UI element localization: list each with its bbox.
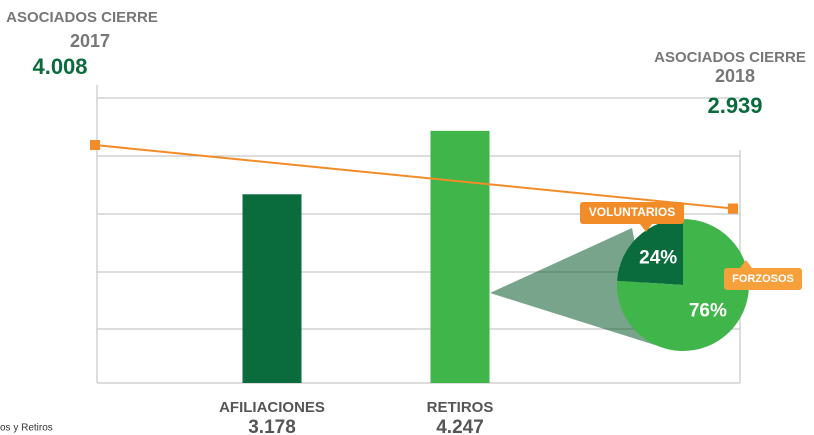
- line-layer: [90, 140, 738, 214]
- callout: [724, 268, 802, 290]
- bar: [242, 194, 302, 383]
- pie-slice: [617, 219, 749, 351]
- line-label-left: ASOCIADOS CIERRE: [6, 9, 158, 26]
- callout-pointer: [640, 224, 652, 232]
- value-label: 3.178: [248, 417, 296, 435]
- pie-category-label: FORZOSOS: [732, 273, 794, 285]
- x-tick-label: AFILIACIONES: [219, 399, 325, 416]
- x-tick-label: RETIROS: [427, 399, 494, 416]
- value-label: 4.247: [436, 417, 484, 435]
- pie: 24% 76%: [617, 219, 749, 351]
- pie-value-label: 24%: [639, 248, 677, 269]
- callout-pointer: [740, 260, 752, 268]
- line: [94, 144, 734, 210]
- value-right: 2.939: [707, 93, 762, 118]
- callout: [580, 202, 684, 224]
- zoom-wedge: [490, 228, 655, 345]
- caption: os y Retiros: [0, 423, 53, 434]
- line-marker: [90, 140, 100, 151]
- pie-value-label: 76%: [689, 300, 727, 321]
- year-right: 2018: [715, 66, 755, 86]
- pie-category-label: VOLUNTARIOS: [589, 205, 675, 219]
- value-left: 4.008: [32, 54, 87, 79]
- pie-slice: [617, 219, 683, 285]
- year-left: 2017: [70, 31, 110, 51]
- bar: [430, 130, 490, 383]
- line-marker: [728, 203, 738, 214]
- line-label-right: ASOCIADOS CIERRE: [654, 49, 806, 66]
